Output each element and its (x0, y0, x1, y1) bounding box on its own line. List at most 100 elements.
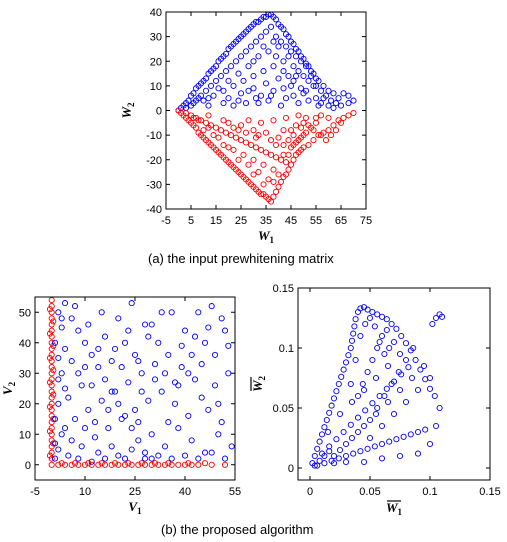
data-point (155, 461, 162, 468)
data-point (267, 92, 275, 99)
data-point (61, 425, 69, 432)
data-point (414, 386, 422, 394)
data-point (101, 376, 109, 383)
data-point (366, 434, 374, 442)
y-tick-label: 10 (150, 81, 162, 93)
data-point (305, 63, 312, 70)
scatter-plot-input-prewhitening: -5 5 15 25 35 45 55 65 75 -40 -30 -20 -10 0 10 20 30 40 W1… (119, 7, 372, 245)
data-point (360, 386, 368, 394)
data-point (364, 445, 371, 452)
data-point (71, 460, 79, 467)
data-point (317, 87, 325, 94)
data-point (386, 438, 393, 445)
y-tick-label: 30 (19, 368, 31, 380)
data-point (340, 366, 347, 373)
data-point (426, 374, 434, 382)
data-point (336, 446, 344, 454)
data-point (200, 127, 207, 134)
data-point (345, 112, 352, 119)
chart-1-plot-frame (34, 296, 236, 481)
chart-2-x-label: W1 (386, 500, 403, 517)
data-point (225, 342, 232, 349)
data-point (91, 419, 99, 426)
data-point (402, 398, 410, 406)
data-point (369, 400, 376, 407)
data-point (88, 382, 95, 389)
data-point (55, 309, 62, 316)
data-point (352, 356, 359, 364)
data-point (208, 461, 215, 468)
chart-0-x-label: W1 (258, 228, 275, 245)
data-point (55, 400, 62, 407)
data-point (185, 370, 192, 377)
data-point (220, 117, 227, 124)
data-point (88, 351, 95, 358)
data-point (311, 462, 318, 469)
data-point (318, 431, 326, 438)
data-point (58, 370, 65, 377)
data-point (305, 122, 312, 129)
data-point (422, 426, 429, 433)
data-point (48, 400, 55, 407)
data-point (181, 327, 189, 334)
data-point (141, 449, 149, 456)
data-point (270, 193, 277, 200)
data-point (75, 455, 82, 462)
data-point (280, 58, 287, 65)
data-point (305, 77, 312, 84)
data-point (384, 398, 392, 406)
data-point (48, 339, 55, 346)
data-point (171, 379, 179, 386)
data-point (48, 443, 55, 450)
data-point (431, 392, 438, 400)
data-point (252, 18, 260, 25)
data-point (190, 114, 197, 121)
data-point (317, 112, 325, 119)
data-point (260, 43, 267, 50)
data-point (255, 169, 262, 176)
data-point (396, 386, 404, 394)
data-point (330, 460, 338, 467)
data-point (48, 370, 55, 377)
data-point (121, 455, 129, 462)
data-point (125, 327, 132, 334)
data-point (342, 452, 350, 460)
data-point (50, 342, 57, 349)
data-point (277, 156, 285, 163)
data-point (314, 462, 321, 469)
data-point (426, 440, 434, 448)
data-point (302, 114, 310, 121)
data-point (242, 139, 250, 146)
data-point (217, 127, 225, 134)
data-point (250, 58, 257, 65)
data-point (257, 146, 265, 153)
data-point (101, 455, 109, 462)
data-point (135, 419, 142, 426)
data-point (312, 82, 320, 89)
data-point (55, 446, 62, 453)
data-point (390, 338, 398, 346)
data-point (338, 373, 345, 380)
data-point (88, 458, 95, 465)
data-point (400, 433, 407, 440)
data-point (111, 460, 119, 467)
data-point (290, 63, 297, 70)
data-point (366, 416, 374, 424)
data-point (295, 68, 302, 75)
data-point (282, 159, 290, 166)
data-point (232, 134, 240, 141)
data-point (208, 449, 215, 456)
data-point (285, 53, 292, 60)
data-point (175, 425, 182, 432)
data-point (108, 358, 115, 365)
data-point (267, 23, 275, 30)
data-point (378, 422, 386, 430)
data-point (250, 85, 257, 92)
data-point (310, 137, 317, 144)
data-point (141, 461, 149, 468)
data-point (357, 332, 364, 340)
data-point (118, 415, 125, 423)
data-point (359, 380, 366, 388)
data-point (105, 425, 112, 432)
chart-1-points (46, 297, 235, 468)
